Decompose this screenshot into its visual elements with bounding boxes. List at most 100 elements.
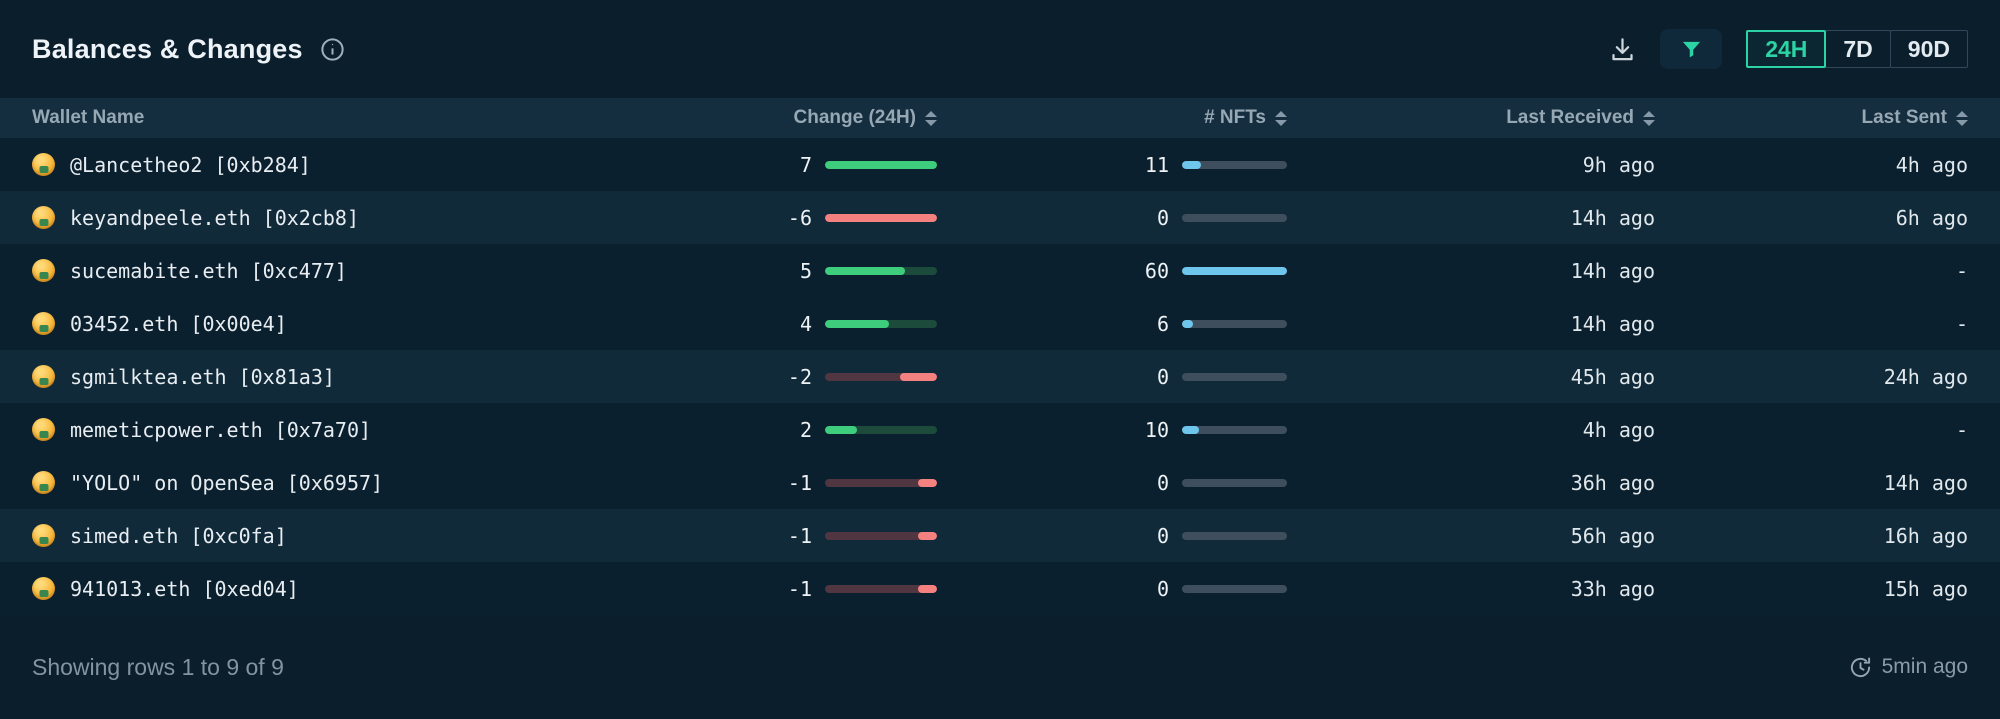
- nft-cell: 0: [937, 524, 1287, 548]
- nft-cell: 10: [937, 418, 1287, 442]
- column-header-change[interactable]: Change (24H): [562, 107, 937, 129]
- nft-count: 0: [1156, 576, 1169, 601]
- last-sent-value: 4h ago: [1895, 152, 1968, 177]
- nft-count: 0: [1156, 364, 1169, 389]
- sort-icon[interactable]: [1275, 110, 1287, 126]
- column-header-last-sent[interactable]: Last Sent: [1655, 107, 1968, 129]
- column-header-wallet-name: Wallet Name: [32, 107, 145, 128]
- money-face-emoji-icon: [32, 524, 55, 547]
- filter-button[interactable]: [1660, 29, 1723, 69]
- sort-icon[interactable]: [925, 110, 937, 126]
- timeframe-group: 24H 7D 90D: [1746, 30, 1968, 68]
- table-row[interactable]: "YOLO" on OpenSea [0x6957] -1 0 36h ago 14h …: [0, 456, 2000, 509]
- nft-cell: 0: [937, 471, 1287, 495]
- money-face-emoji-icon: [32, 418, 55, 441]
- last-updated-text: 5min ago: [1881, 655, 1968, 678]
- nft-cell: 6: [937, 312, 1287, 336]
- change-value: -1: [787, 470, 812, 495]
- nft-bar: [1182, 319, 1287, 328]
- nft-count: 60: [1144, 258, 1169, 283]
- wallet-name: sucemabite.eth [0xc477]: [70, 258, 347, 283]
- last-received-value: 4h ago: [1582, 417, 1655, 442]
- last-sent-value: -: [1955, 258, 1968, 283]
- change-bar: [825, 425, 937, 434]
- timeframe-button-90d[interactable]: 90D: [1889, 30, 1968, 68]
- last-received-value: 33h ago: [1570, 576, 1655, 601]
- wallet-name: memeticpower.eth [0x7a70]: [70, 417, 372, 442]
- change-value: 5: [799, 258, 812, 283]
- table-body: @Lancetheo2 [0xb284] 7 11 9h ago 4h ago keyan…: [0, 138, 2000, 615]
- column-label: Last Received: [1506, 107, 1634, 128]
- wallet-cell: sucemabite.eth [0xc477]: [32, 259, 562, 283]
- last-received-value: 36h ago: [1570, 470, 1655, 495]
- panel-header: Balances & Changes: [0, 0, 2000, 98]
- table-row[interactable]: sucemabite.eth [0xc477] 5 60 14h ago -: [0, 244, 2000, 297]
- download-icon[interactable]: [1609, 36, 1636, 63]
- change-cell: 4: [562, 312, 937, 336]
- money-face-emoji-icon: [32, 259, 55, 282]
- nft-bar: [1182, 425, 1287, 434]
- nft-count: 0: [1156, 523, 1169, 548]
- change-cell: -2: [562, 365, 937, 389]
- row-count-summary: Showing rows 1 to 9 of 9: [32, 653, 284, 680]
- nft-count: 6: [1156, 311, 1169, 336]
- table-row[interactable]: 03452.eth [0x00e4] 4 6 14h ago -: [0, 297, 2000, 350]
- nft-cell: 0: [937, 365, 1287, 389]
- wallet-cell: sgmilktea.eth [0x81a3]: [32, 365, 562, 389]
- change-value: 2: [799, 417, 812, 442]
- change-value: 7: [799, 152, 812, 177]
- wallet-name: simed.eth [0xc0fa]: [70, 523, 287, 548]
- wallet-name: "YOLO" on OpenSea [0x6957]: [70, 470, 384, 495]
- last-received-value: 45h ago: [1570, 364, 1655, 389]
- column-label: Change (24H): [793, 107, 916, 128]
- nft-cell: 11: [937, 153, 1287, 177]
- last-sent-value: -: [1955, 311, 1968, 336]
- nft-bar: [1182, 478, 1287, 487]
- sort-icon[interactable]: [1643, 110, 1655, 126]
- money-face-emoji-icon: [32, 312, 55, 335]
- table-row[interactable]: @Lancetheo2 [0xb284] 7 11 9h ago 4h ago: [0, 138, 2000, 191]
- last-sent-value: 15h ago: [1883, 576, 1968, 601]
- table-row[interactable]: 941013.eth [0xed04] -1 0 33h ago 15h ago: [0, 562, 2000, 615]
- change-value: -1: [787, 523, 812, 548]
- change-bar: [825, 478, 937, 487]
- info-icon[interactable]: [319, 36, 346, 63]
- wallet-name: 941013.eth [0xed04]: [70, 576, 299, 601]
- table-row[interactable]: memeticpower.eth [0x7a70] 2 10 4h ago -: [0, 403, 2000, 456]
- table-row[interactable]: keyandpeele.eth [0x2cb8] -6 0 14h ago 6h ago: [0, 191, 2000, 244]
- wallet-cell: 03452.eth [0x00e4]: [32, 312, 562, 336]
- last-sent-value: 14h ago: [1883, 470, 1968, 495]
- table-row[interactable]: simed.eth [0xc0fa] -1 0 56h ago 16h ago: [0, 509, 2000, 562]
- last-sent-value: 6h ago: [1895, 205, 1968, 230]
- last-updated-status: 5min ago: [1849, 655, 1968, 679]
- last-received-value: 14h ago: [1570, 258, 1655, 283]
- refresh-clock-icon: [1850, 656, 1870, 677]
- change-value: -6: [787, 205, 812, 230]
- nft-bar: [1182, 213, 1287, 222]
- nft-bar: [1182, 266, 1287, 275]
- timeframe-button-24h[interactable]: 24H: [1746, 30, 1827, 68]
- change-cell: 2: [562, 418, 937, 442]
- column-header-nfts[interactable]: # NFTs: [937, 107, 1287, 129]
- wallet-name: @Lancetheo2 [0xb284]: [70, 152, 311, 177]
- wallet-cell: simed.eth [0xc0fa]: [32, 524, 562, 548]
- table-row[interactable]: sgmilktea.eth [0x81a3] -2 0 45h ago 24h ago: [0, 350, 2000, 403]
- money-face-emoji-icon: [32, 206, 55, 229]
- money-face-emoji-icon: [32, 577, 55, 600]
- money-face-emoji-icon: [32, 471, 55, 494]
- nft-bar: [1182, 372, 1287, 381]
- wallet-name: keyandpeele.eth [0x2cb8]: [70, 205, 359, 230]
- change-bar: [825, 213, 937, 222]
- last-received-value: 9h ago: [1582, 152, 1655, 177]
- change-bar: [825, 584, 937, 593]
- money-face-emoji-icon: [32, 153, 55, 176]
- column-header-last-received[interactable]: Last Received: [1287, 107, 1655, 129]
- change-cell: -1: [562, 577, 937, 601]
- timeframe-button-7d[interactable]: 7D: [1825, 30, 1891, 68]
- change-bar: [825, 266, 937, 275]
- last-received-value: 14h ago: [1570, 205, 1655, 230]
- nft-bar: [1182, 584, 1287, 593]
- sort-icon[interactable]: [1956, 110, 1968, 126]
- nft-count: 11: [1144, 152, 1169, 177]
